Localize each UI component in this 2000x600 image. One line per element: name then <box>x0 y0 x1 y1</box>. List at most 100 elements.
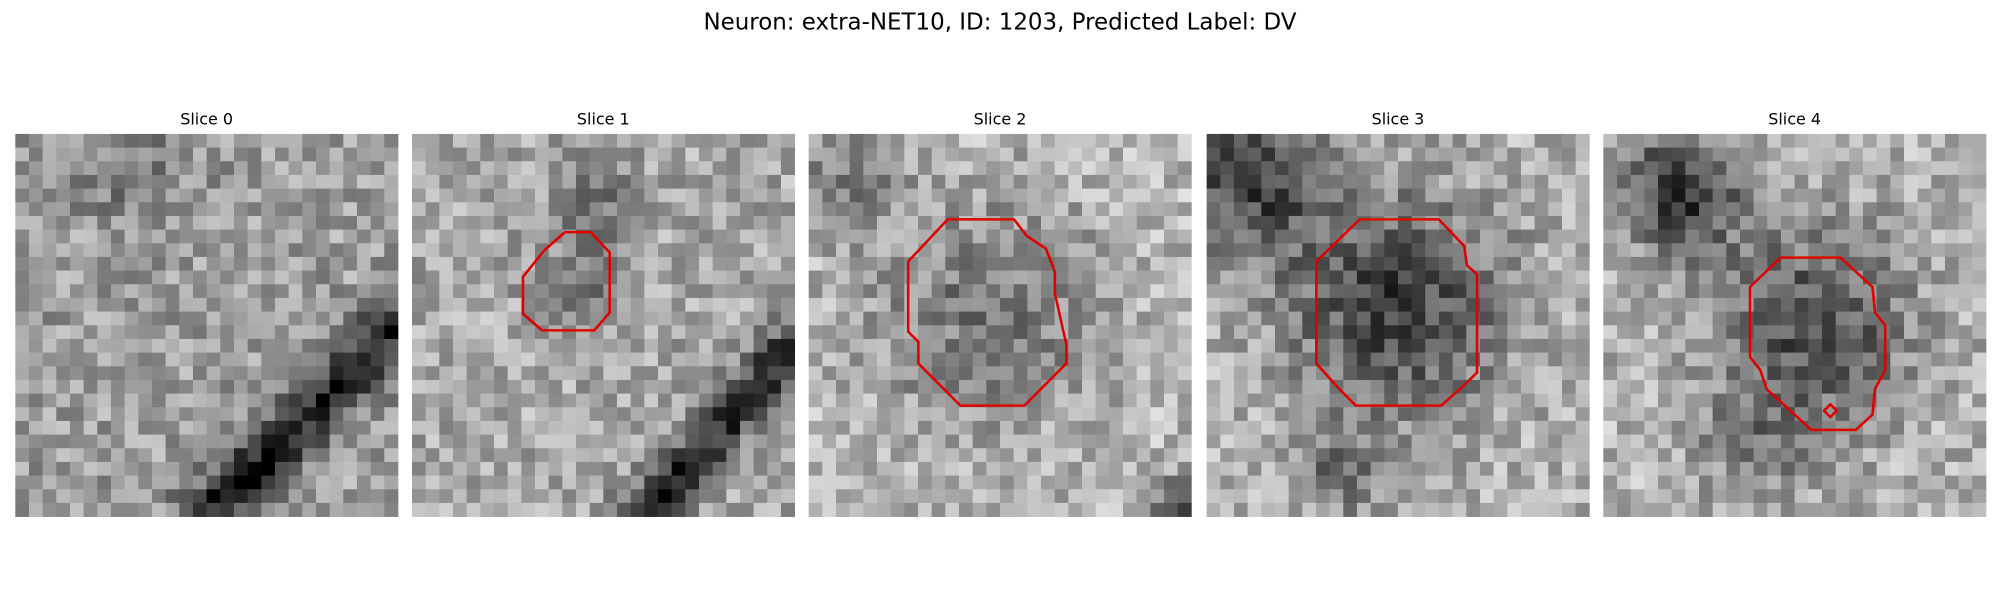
pixel <box>616 338 632 353</box>
pixel <box>1233 325 1249 340</box>
pixel <box>1534 161 1549 176</box>
pixel <box>1288 448 1303 463</box>
pixel <box>890 297 905 312</box>
pixel <box>315 161 331 176</box>
pixel <box>165 475 180 490</box>
pixel <box>1261 256 1276 271</box>
pixel <box>507 352 522 367</box>
pixel <box>521 379 536 394</box>
contours <box>521 218 1887 432</box>
pixel <box>630 434 645 449</box>
pixel <box>1726 243 1741 258</box>
pixel <box>780 352 796 367</box>
pixel <box>1821 229 1837 244</box>
pixel <box>1534 407 1549 422</box>
pixel <box>548 284 563 299</box>
pixel <box>1944 325 1960 340</box>
pixel <box>233 393 249 408</box>
pixel <box>1630 174 1645 189</box>
pixel <box>1821 270 1837 285</box>
pixel <box>657 461 673 476</box>
pixel <box>1370 407 1385 422</box>
pixel <box>1081 270 1097 285</box>
pixel <box>534 188 550 203</box>
pixel <box>521 229 536 244</box>
pixel <box>972 188 987 203</box>
pixel <box>575 420 591 435</box>
pixel <box>849 202 864 217</box>
pixel <box>370 229 385 244</box>
pixel <box>1890 366 1905 381</box>
pixel <box>356 284 372 299</box>
pixel <box>247 325 262 340</box>
pixel <box>261 407 276 422</box>
pixel <box>343 284 358 299</box>
pixel <box>808 256 823 271</box>
pixel <box>247 379 262 394</box>
pixel <box>836 379 851 394</box>
pixel <box>1534 256 1549 271</box>
pixel <box>124 407 139 422</box>
pixel <box>452 215 468 230</box>
pixel <box>808 161 823 176</box>
pixel <box>562 202 577 217</box>
pixel <box>1233 393 1249 408</box>
pixel <box>370 325 385 340</box>
pixel <box>124 188 139 203</box>
pixel <box>247 407 262 422</box>
pixel <box>959 366 974 381</box>
pixel <box>534 420 550 435</box>
pixel <box>685 270 700 285</box>
pixel <box>1054 461 1069 476</box>
pixel <box>972 366 987 381</box>
pixel <box>493 338 509 353</box>
pixel <box>1095 407 1110 422</box>
pixel <box>1862 461 1878 476</box>
pixel <box>1095 393 1110 408</box>
pixel <box>1356 147 1372 162</box>
pixel <box>767 256 782 271</box>
pixel <box>534 133 550 148</box>
pixel <box>1780 297 1796 312</box>
pixel <box>1274 256 1290 271</box>
pixel <box>616 475 632 490</box>
pixel <box>1302 420 1317 435</box>
pixel <box>1931 366 1946 381</box>
pixel <box>1177 311 1192 326</box>
pixel <box>356 256 372 271</box>
pixel <box>1944 448 1960 463</box>
pixel <box>1397 502 1413 517</box>
pixel <box>822 325 837 340</box>
pixel <box>233 325 249 340</box>
pixel <box>767 215 782 230</box>
pixel <box>603 243 618 258</box>
pixel <box>1425 379 1440 394</box>
pixel <box>220 461 235 476</box>
pixel <box>1163 338 1179 353</box>
pixel <box>904 325 919 340</box>
pixel <box>767 133 782 148</box>
pixel <box>630 352 645 367</box>
pixel <box>1411 297 1426 312</box>
pixel <box>972 174 987 189</box>
pixel <box>1493 379 1508 394</box>
pixel <box>288 243 303 258</box>
pixel <box>1903 256 1919 271</box>
pixel <box>233 229 249 244</box>
pixel <box>165 229 180 244</box>
pixel <box>439 366 454 381</box>
pixel <box>1780 489 1796 504</box>
pixel <box>493 174 509 189</box>
pixel <box>56 338 71 353</box>
pixel <box>466 297 481 312</box>
pixel <box>370 352 385 367</box>
pixel <box>1876 243 1891 258</box>
pixel <box>726 147 741 162</box>
pixel <box>1739 202 1755 217</box>
pixel <box>1603 284 1618 299</box>
pixel <box>1122 174 1138 189</box>
pixel <box>83 461 98 476</box>
pixel <box>1780 352 1796 367</box>
pixel <box>1876 461 1891 476</box>
pixel <box>644 133 659 148</box>
